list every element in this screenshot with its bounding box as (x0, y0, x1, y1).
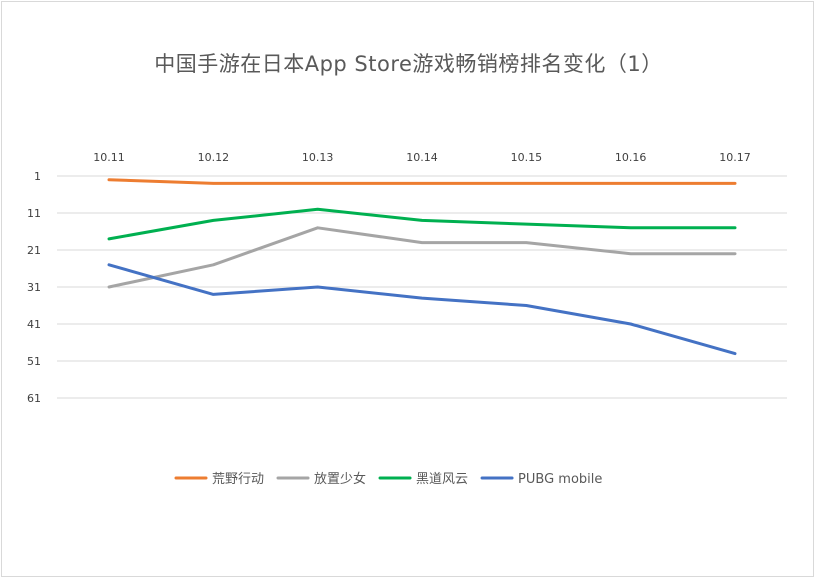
legend-label: PUBG mobile (518, 472, 602, 487)
legend-label: 荒野行动 (212, 472, 264, 487)
y-tick-label: 51 (27, 355, 41, 368)
series-line (107, 263, 737, 356)
y-tick-label: 41 (27, 318, 41, 331)
series-line (107, 178, 737, 185)
y-tick-label: 31 (27, 281, 41, 294)
series-line (107, 226, 737, 289)
y-tick-label: 11 (27, 207, 41, 220)
y-tick-label: 1 (34, 170, 41, 183)
series-lines (107, 178, 737, 356)
x-tick-label: 10.16 (615, 151, 647, 164)
legend: 荒野行动 放置少女 黑道风云 PUBG mobile (174, 471, 602, 487)
chart-title: 中国手游在日本App Store游戏畅销榜排名变化（1） (154, 52, 663, 76)
x-tick-label: 10.17 (719, 151, 751, 164)
gridlines (57, 175, 787, 399)
y-tick-label: 61 (27, 392, 41, 405)
x-tick-label: 10.14 (406, 151, 438, 164)
y-tick-label: 21 (27, 244, 41, 257)
x-tick-label: 10.11 (93, 151, 125, 164)
legend-label: 放置少女 (314, 471, 366, 487)
series-line (107, 207, 737, 241)
x-axis-ticks: 10.11 10.12 10.13 10.14 10.15 10.16 10.17 (93, 151, 751, 164)
x-tick-label: 10.15 (511, 151, 543, 164)
legend-label: 黑道风云 (416, 472, 468, 487)
x-tick-label: 10.13 (302, 151, 334, 164)
x-tick-label: 10.12 (198, 151, 230, 164)
